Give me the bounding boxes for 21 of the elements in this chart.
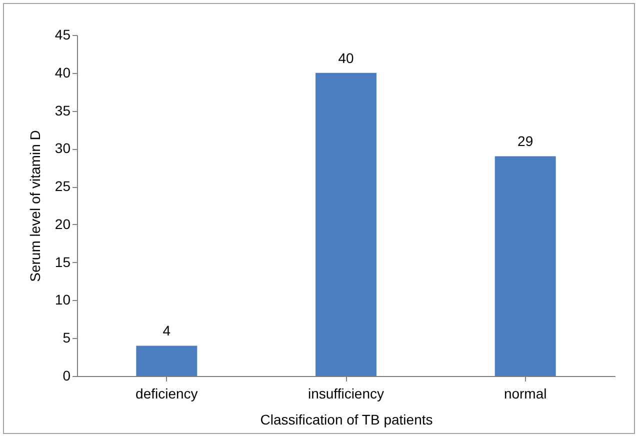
x-axis-title: Classification of TB patients bbox=[260, 412, 433, 428]
y-tick-label: 25 bbox=[54, 178, 71, 194]
bar bbox=[136, 346, 198, 376]
y-axis-title: Serum level of vitamin D bbox=[26, 130, 43, 282]
x-tick-label: normal bbox=[504, 386, 547, 402]
y-tick-label: 35 bbox=[54, 102, 71, 118]
y-tick-label: 10 bbox=[54, 292, 71, 308]
y-tick-label: 40 bbox=[54, 64, 71, 80]
data-label: 40 bbox=[338, 50, 354, 66]
data-label: 4 bbox=[162, 322, 171, 339]
data-label: 29 bbox=[518, 133, 534, 150]
y-tick-label: 30 bbox=[54, 140, 71, 156]
y-tick-label: 0 bbox=[62, 368, 71, 384]
x-tick-label: deficiency bbox=[136, 386, 198, 402]
y-tick-label: 20 bbox=[54, 216, 71, 232]
y-tick-label: 15 bbox=[54, 254, 71, 270]
x-tick-label: insufficiency bbox=[308, 386, 384, 402]
bar bbox=[494, 156, 556, 376]
y-tick-label: 5 bbox=[62, 330, 71, 346]
bar bbox=[316, 72, 376, 376]
y-tick-label: 45 bbox=[54, 26, 71, 42]
